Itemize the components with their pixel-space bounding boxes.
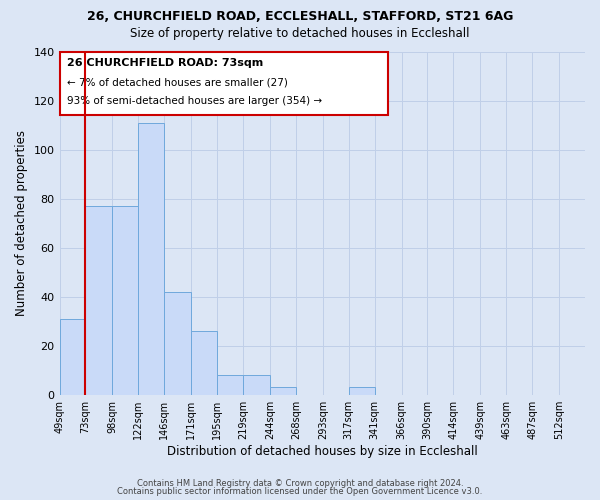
Text: ← 7% of detached houses are smaller (27): ← 7% of detached houses are smaller (27)	[67, 77, 288, 87]
Text: Contains HM Land Registry data © Crown copyright and database right 2024.: Contains HM Land Registry data © Crown c…	[137, 478, 463, 488]
Bar	[243, 375, 270, 394]
Bar	[349, 388, 374, 394]
FancyBboxPatch shape	[59, 52, 388, 115]
Bar	[217, 375, 243, 394]
Bar	[85, 206, 112, 394]
Bar	[585, 392, 600, 394]
Y-axis label: Number of detached properties: Number of detached properties	[15, 130, 28, 316]
Bar	[112, 206, 139, 394]
Text: 93% of semi-detached houses are larger (354) →: 93% of semi-detached houses are larger (…	[67, 96, 323, 106]
Bar	[164, 292, 191, 395]
Text: Size of property relative to detached houses in Eccleshall: Size of property relative to detached ho…	[130, 28, 470, 40]
Text: 26, CHURCHFIELD ROAD, ECCLESHALL, STAFFORD, ST21 6AG: 26, CHURCHFIELD ROAD, ECCLESHALL, STAFFO…	[87, 10, 513, 23]
Text: Contains public sector information licensed under the Open Government Licence v3: Contains public sector information licen…	[118, 487, 482, 496]
Bar	[270, 388, 296, 394]
Bar	[191, 331, 217, 394]
Bar	[59, 318, 85, 394]
X-axis label: Distribution of detached houses by size in Eccleshall: Distribution of detached houses by size …	[167, 444, 478, 458]
Bar	[139, 122, 164, 394]
Text: 26 CHURCHFIELD ROAD: 73sqm: 26 CHURCHFIELD ROAD: 73sqm	[67, 58, 263, 68]
